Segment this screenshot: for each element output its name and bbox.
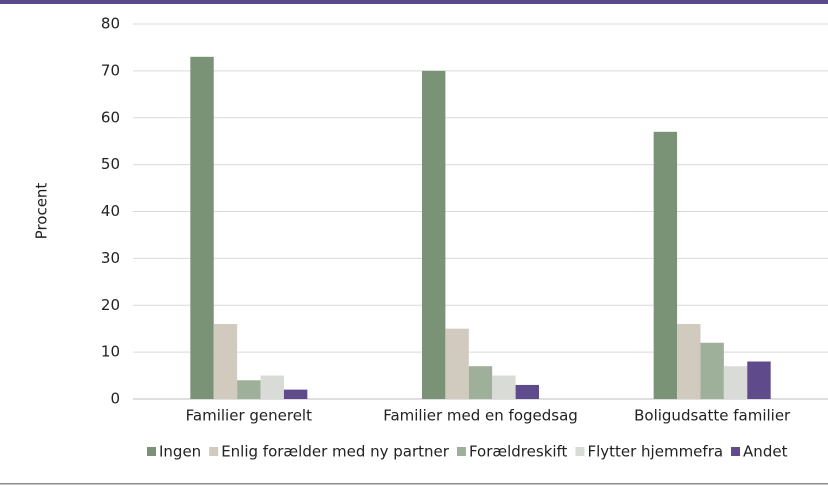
bar <box>700 342 724 399</box>
y-tick-label: 10 <box>101 343 120 361</box>
bar <box>468 366 493 399</box>
legend-label: Forældreskift <box>469 443 568 461</box>
bar <box>190 56 214 399</box>
bar <box>422 70 446 399</box>
legend-swatch <box>731 447 741 456</box>
y-tick-label: 70 <box>101 61 120 79</box>
bar <box>723 366 748 399</box>
y-tick-label: 30 <box>101 249 120 267</box>
bar <box>445 328 469 399</box>
bar <box>492 375 516 399</box>
y-tick-label: 50 <box>101 155 120 173</box>
legend-swatch <box>575 447 585 456</box>
legend-swatch <box>147 447 156 456</box>
legend-swatch <box>209 447 219 456</box>
legend-label: Ingen <box>159 443 201 461</box>
x-tick-label: Familier med en fogedsag <box>383 407 578 425</box>
bar <box>237 380 261 399</box>
bar <box>260 375 284 399</box>
top-rule <box>0 0 828 4</box>
bar <box>213 324 238 399</box>
y-tick-label: 60 <box>101 108 120 126</box>
bar <box>283 389 308 399</box>
bar <box>747 361 771 399</box>
y-axis-label: Procent <box>33 183 51 240</box>
x-tick-label: Familier generelt <box>186 407 312 425</box>
legend-label: Enlig forælder med ny partner <box>221 443 450 461</box>
y-tick-label: 40 <box>101 202 120 220</box>
y-tick-label: 20 <box>101 296 120 314</box>
x-tick-label: Boligudsatte familier <box>634 407 791 425</box>
y-tick-label: 0 <box>110 390 120 408</box>
legend-label: Flytter hjemmefra <box>587 443 723 461</box>
legend-label: Andet <box>743 443 788 461</box>
bottom-rule <box>0 483 828 485</box>
legend-swatch <box>456 447 466 456</box>
bar <box>515 384 539 399</box>
y-tick-label: 80 <box>101 15 120 33</box>
bar <box>677 324 701 399</box>
bar <box>653 131 678 399</box>
